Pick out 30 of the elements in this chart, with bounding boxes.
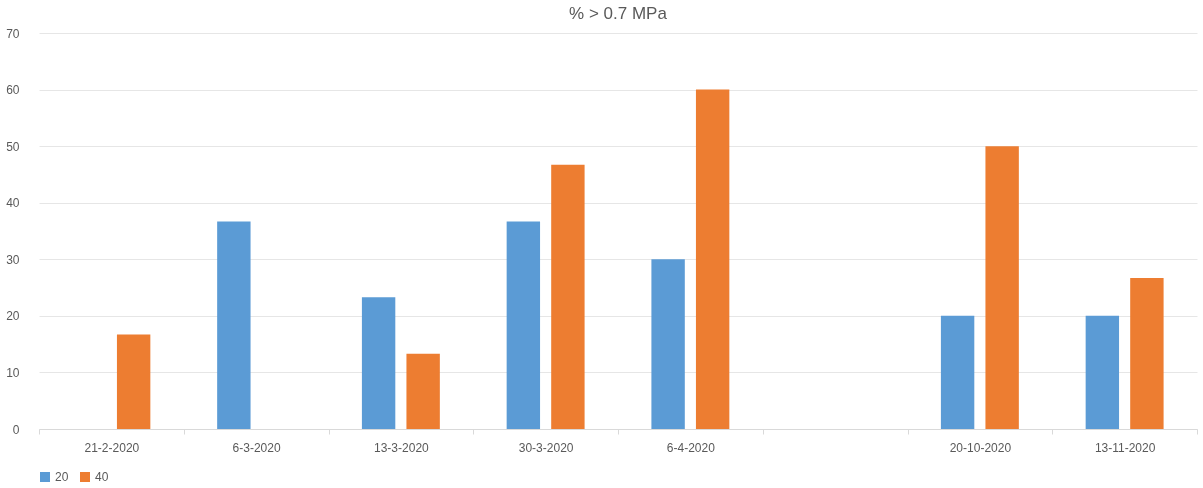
y-tick-label: 40 <box>6 196 20 211</box>
x-tick-label: 6-4-2020 <box>666 440 716 455</box>
bar <box>1130 277 1164 429</box>
x-tick-label: 30-3-2020 <box>518 440 574 455</box>
bar <box>985 146 1019 429</box>
legend-label: 40 <box>95 470 109 484</box>
x-tick-label: 13-3-2020 <box>374 440 430 455</box>
y-tick-label: 10 <box>6 365 20 380</box>
bar <box>1085 315 1120 429</box>
y-tick-label: 30 <box>6 252 20 267</box>
y-tick-label: 0 <box>12 422 20 437</box>
bar <box>217 221 251 429</box>
y-tick-label: 20 <box>6 309 20 324</box>
bar <box>651 259 685 429</box>
bar <box>116 334 151 429</box>
bar <box>361 297 396 429</box>
bar <box>406 353 440 429</box>
bar <box>551 164 585 429</box>
y-tick-label: 60 <box>6 83 20 98</box>
x-tick-label: 13-11-2020 <box>1094 440 1156 455</box>
chart-title: % > 0.7 MPa <box>569 4 668 23</box>
y-tick-label: 50 <box>6 139 20 154</box>
legend-label: 20 <box>55 470 69 484</box>
x-tick-label: 21-2-2020 <box>84 440 140 455</box>
x-tick-label: 6-3-2020 <box>232 440 281 455</box>
bar <box>940 315 975 429</box>
y-tick-label: 70 <box>6 26 20 41</box>
bar <box>506 221 541 429</box>
bar <box>695 89 730 429</box>
x-tick-label: 20-10-2020 <box>949 440 1012 455</box>
